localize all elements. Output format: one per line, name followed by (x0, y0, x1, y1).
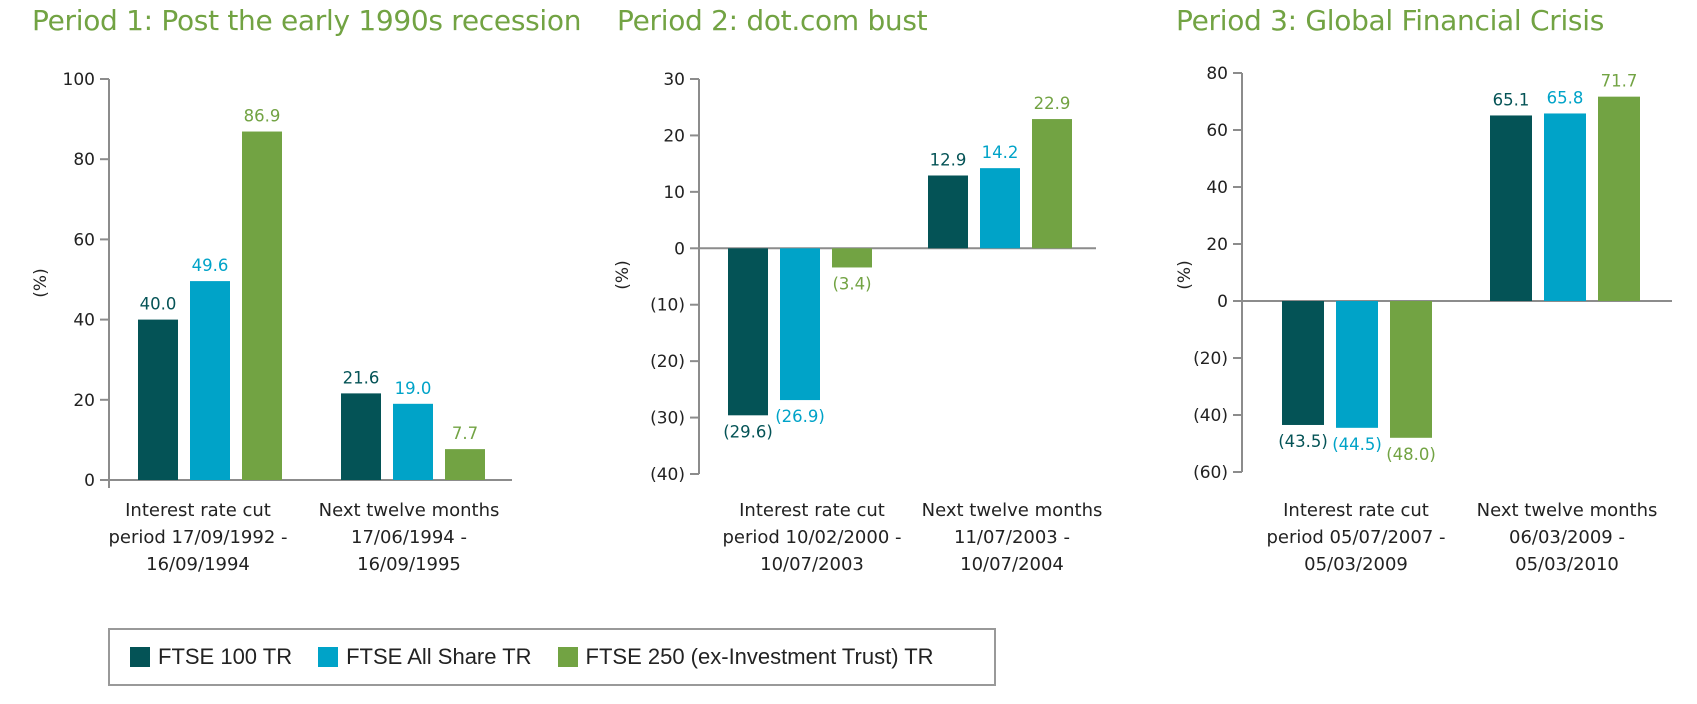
bar (138, 319, 178, 480)
legend-swatch-ftse-100 (130, 647, 150, 667)
data-label: 19.0 (395, 379, 432, 398)
y-tick-label: 0 (674, 239, 685, 259)
data-label: 86.9 (244, 107, 281, 126)
y-tick-label: 0 (84, 471, 95, 491)
bar (1282, 301, 1324, 425)
y-tick-label: 10 (663, 183, 685, 203)
y-tick-label: 20 (663, 126, 685, 146)
data-label: (3.4) (832, 274, 871, 293)
y-tick-label: 30 (663, 70, 685, 90)
x-category-label: Next twelve months (922, 500, 1103, 521)
x-category-label: 10/07/2003 (760, 554, 864, 575)
x-category-label: 05/03/2009 (1304, 554, 1408, 575)
data-label: 65.1 (1493, 90, 1530, 109)
x-category-label: 11/07/2003 - (954, 527, 1070, 548)
bar (1390, 301, 1432, 438)
data-label: 40.0 (140, 295, 177, 314)
x-category-label: Interest rate cut (125, 500, 271, 521)
x-category-label: period 10/02/2000 - (722, 527, 901, 548)
legend-label: FTSE All Share TR (346, 644, 532, 669)
bar (242, 131, 282, 480)
x-category-label: 06/03/2009 - (1509, 527, 1625, 548)
data-label: 65.8 (1547, 88, 1584, 107)
x-category-label: 16/09/1994 (146, 554, 250, 575)
y-tick-label: (10) (650, 296, 685, 316)
y-tick-label: 80 (1206, 64, 1228, 84)
panel-1-title: Period 1: Post the early 1990s recession (32, 4, 582, 37)
y-tick-label: (20) (650, 352, 685, 372)
legend-label: FTSE 250 (ex-Investment Trust) TR (585, 644, 934, 669)
y-tick-label: 20 (1206, 235, 1228, 255)
data-label: (44.5) (1332, 435, 1382, 454)
y-tick-label: 40 (1206, 178, 1228, 198)
x-category-label: period 17/09/1992 - (108, 527, 287, 548)
y-axis-title: (%) (31, 268, 51, 297)
legend-swatch-ftse-all-share (318, 647, 339, 667)
y-tick-label: 0 (1217, 292, 1228, 312)
y-tick-label: (60) (1193, 463, 1228, 483)
y-tick-label: (20) (1193, 349, 1228, 369)
legend-label: FTSE 100 TR (158, 644, 293, 669)
data-label: 7.7 (452, 424, 478, 443)
bar (1490, 115, 1532, 301)
chart-legend: FTSE 100 TR FTSE All Share TR FTSE 250 (… (108, 628, 996, 686)
legend-item-ftse-250: FTSE 250 (ex-Investment Trust) TR (557, 644, 934, 670)
x-category-label: period 05/07/2007 - (1266, 527, 1445, 548)
legend-item-ftse-100: FTSE 100 TR (130, 644, 292, 670)
x-category-label: 05/03/2010 (1515, 554, 1619, 575)
bar (1032, 119, 1072, 249)
bar (928, 175, 968, 249)
x-category-label: 10/07/2004 (960, 554, 1064, 575)
y-axis-title: (%) (1175, 260, 1195, 289)
legend-swatch-ftse-250 (557, 647, 578, 667)
bar (341, 393, 381, 480)
y-tick-label: (40) (650, 465, 685, 485)
panel-2-title: Period 2: dot.com bust (617, 4, 928, 37)
y-tick-label: 40 (73, 311, 95, 331)
x-category-label: Interest rate cut (1283, 500, 1429, 521)
bar (445, 449, 485, 480)
bar (190, 281, 230, 480)
bar (1598, 96, 1640, 301)
legend-item-ftse-all-share: FTSE All Share TR (318, 644, 532, 670)
data-label: (29.6) (723, 422, 773, 441)
data-label: 49.6 (192, 256, 229, 275)
data-label: (43.5) (1278, 432, 1328, 451)
bar (832, 248, 872, 268)
x-category-label: Next twelve months (1477, 500, 1658, 521)
data-label: 12.9 (930, 150, 967, 169)
y-tick-label: 20 (73, 391, 95, 411)
data-label: (48.0) (1386, 445, 1436, 464)
bar (1336, 301, 1378, 428)
bar (780, 248, 820, 401)
x-category-label: 17/06/1994 - (351, 527, 467, 548)
y-tick-label: 100 (63, 70, 95, 90)
x-category-label: Next twelve months (319, 500, 500, 521)
data-label: 21.6 (343, 368, 380, 387)
panel-3-title: Period 3: Global Financial Crisis (1176, 4, 1604, 37)
y-tick-label: 80 (73, 150, 95, 170)
x-category-label: Interest rate cut (739, 500, 885, 521)
bar (728, 248, 768, 416)
bar (1544, 113, 1586, 301)
y-tick-label: (40) (1193, 406, 1228, 426)
data-label: 71.7 (1601, 72, 1638, 91)
data-label: 14.2 (982, 143, 1019, 162)
y-axis-title: (%) (613, 260, 633, 289)
bar (393, 403, 433, 480)
y-tick-label: 60 (1206, 121, 1228, 141)
data-label: (26.9) (775, 407, 825, 426)
y-tick-label: 60 (73, 230, 95, 250)
y-tick-label: (30) (650, 409, 685, 429)
data-label: 22.9 (1034, 94, 1071, 113)
x-category-label: 16/09/1995 (357, 554, 461, 575)
bar (980, 168, 1020, 249)
